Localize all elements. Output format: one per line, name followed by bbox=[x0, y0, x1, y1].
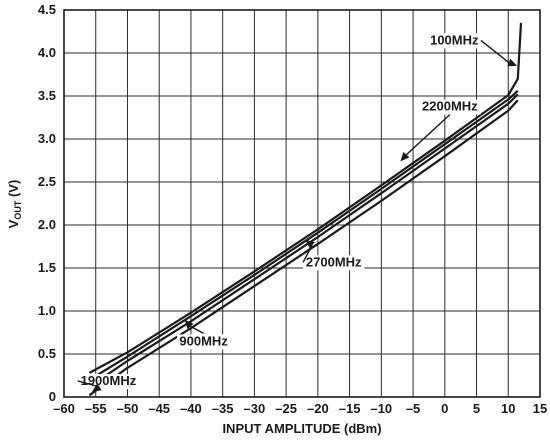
x-tick-label: –60 bbox=[53, 401, 75, 416]
x-tick-label: –55 bbox=[85, 401, 107, 416]
y-axis-label-subscript: OUT bbox=[13, 200, 23, 220]
y-axis-label: VOUT (V) bbox=[6, 180, 23, 229]
callout-label: 100MHz bbox=[430, 32, 479, 47]
callout-leader bbox=[405, 114, 451, 156]
x-tick-label: –10 bbox=[370, 401, 392, 416]
x-tick-label: –5 bbox=[406, 401, 420, 416]
grid bbox=[63, 9, 541, 398]
callout-arrowhead bbox=[400, 152, 410, 162]
callout-bg bbox=[427, 33, 481, 49]
series-line-2200mhz bbox=[88, 89, 519, 381]
y-tick-label: 4.5 bbox=[38, 2, 56, 17]
x-tick-label: 5 bbox=[473, 401, 480, 416]
y-axis-label-main: V bbox=[6, 219, 21, 228]
callout-leader bbox=[480, 39, 510, 64]
callout-leader bbox=[190, 325, 204, 335]
callout-bg bbox=[177, 334, 231, 350]
series-group bbox=[88, 22, 523, 397]
callout-bg bbox=[419, 99, 481, 115]
series-line-2700mhz bbox=[88, 99, 519, 397]
y-tick-label: 3.0 bbox=[38, 131, 56, 146]
y-tick-label: 3.5 bbox=[38, 88, 56, 103]
annotations: 100MHz 2200MHz 2700MHz 900MHz 1900MHz bbox=[77, 32, 518, 392]
y-tick-label: 0 bbox=[49, 389, 56, 404]
y-tick-label: 0.5 bbox=[38, 346, 56, 361]
y-tick-label: 1.5 bbox=[38, 260, 56, 275]
callout-bg bbox=[303, 255, 365, 271]
y-axis-label-unit: (V) bbox=[6, 180, 21, 201]
x-axis-ticks: –60 –55 –50 –45 –40 –35 –30 –25 –20 –15 –10 –5 0 5 10 1… bbox=[53, 401, 547, 416]
callout-label: 1900MHz bbox=[81, 373, 137, 388]
y-axis-ticks: 0 0.5 1.0 1.5 2.0 2.5 3.0 3.5 4.0 4.5 bbox=[38, 2, 56, 404]
x-tick-label: 15 bbox=[533, 401, 547, 416]
x-tick-label: –15 bbox=[339, 401, 361, 416]
callout-arrowhead bbox=[91, 383, 102, 392]
x-tick-label: –30 bbox=[244, 401, 266, 416]
x-tick-label: 0 bbox=[441, 401, 448, 416]
plot-area bbox=[63, 9, 541, 398]
y-tick-label: 2.5 bbox=[38, 174, 56, 189]
callout-label: 2700MHz bbox=[306, 254, 362, 269]
callout-arrowhead bbox=[305, 239, 315, 249]
callout-label: 900MHz bbox=[179, 333, 228, 348]
y-tick-label: 4.0 bbox=[38, 45, 56, 60]
x-tick-label: –35 bbox=[212, 401, 234, 416]
x-tick-label: –20 bbox=[307, 401, 329, 416]
y-tick-label: 2.0 bbox=[38, 217, 56, 232]
callout-arrowhead bbox=[184, 319, 194, 330]
x-tick-label: 10 bbox=[501, 401, 515, 416]
x-axis-label: INPUT AMPLITUDE (dBm) bbox=[222, 421, 381, 436]
y-tick-label: 1.0 bbox=[38, 303, 56, 318]
callout-leader bbox=[302, 244, 313, 263]
callout-label: 2200MHz bbox=[422, 99, 478, 114]
x-tick-label: –40 bbox=[180, 401, 202, 416]
callout-arrowhead bbox=[507, 58, 518, 67]
x-tick-label: –25 bbox=[275, 401, 297, 416]
x-tick-label: –45 bbox=[148, 401, 170, 416]
series-line-100mhz bbox=[88, 22, 523, 374]
x-tick-label: –50 bbox=[117, 401, 139, 416]
series-line-900mhz bbox=[88, 93, 519, 388]
